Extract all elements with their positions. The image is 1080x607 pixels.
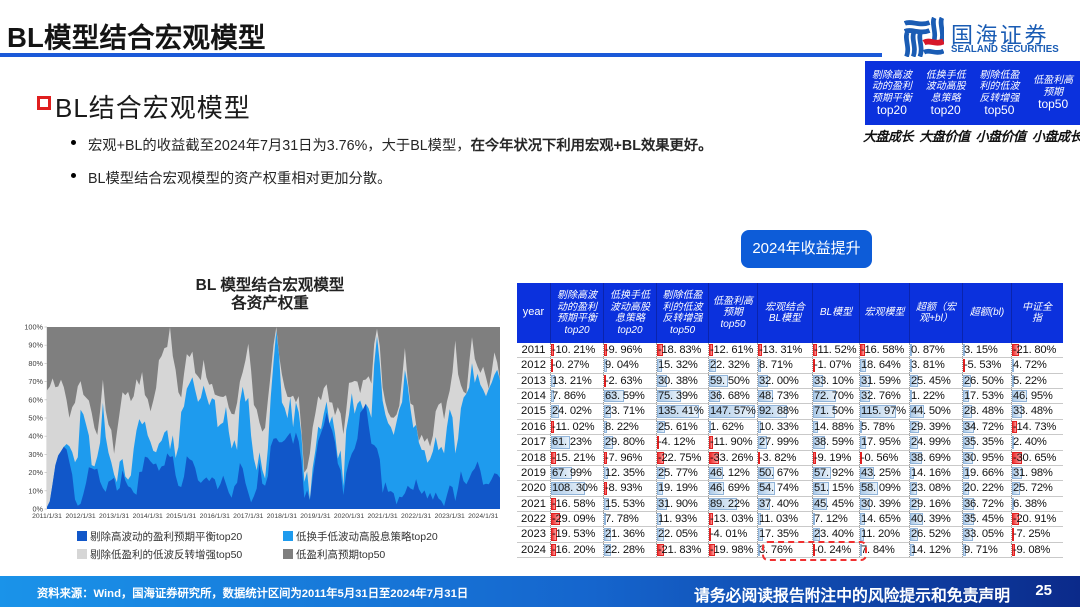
svg-text:2015/1/31: 2015/1/31 [166, 513, 196, 520]
svg-text:60%: 60% [28, 395, 43, 404]
svg-text:90%: 90% [28, 341, 43, 350]
svg-text:2024/1/31: 2024/1/31 [468, 513, 498, 520]
svg-text:2011/1/31: 2011/1/31 [32, 513, 62, 520]
svg-text:40%: 40% [28, 432, 43, 441]
svg-text:2018/1/31: 2018/1/31 [267, 513, 297, 520]
svg-text:2023/1/31: 2023/1/31 [435, 513, 465, 520]
svg-text:80%: 80% [28, 359, 43, 368]
svg-text:2021/1/31: 2021/1/31 [367, 513, 397, 520]
svg-text:0%: 0% [32, 505, 43, 514]
svg-text:2017/1/31: 2017/1/31 [233, 513, 263, 520]
svg-text:2022/1/31: 2022/1/31 [401, 513, 431, 520]
svg-text:70%: 70% [28, 377, 43, 386]
svg-text:30%: 30% [28, 450, 43, 459]
svg-text:20%: 20% [28, 468, 43, 477]
svg-text:2013/1/31: 2013/1/31 [99, 513, 129, 520]
svg-text:2016/1/31: 2016/1/31 [200, 513, 230, 520]
svg-text:2012/1/31: 2012/1/31 [65, 513, 95, 520]
svg-text:2019/1/31: 2019/1/31 [300, 513, 330, 520]
svg-text:2014/1/31: 2014/1/31 [133, 513, 163, 520]
svg-text:10%: 10% [28, 486, 43, 495]
svg-text:100%: 100% [24, 323, 43, 332]
svg-text:2020/1/31: 2020/1/31 [334, 513, 364, 520]
svg-text:50%: 50% [28, 414, 43, 423]
